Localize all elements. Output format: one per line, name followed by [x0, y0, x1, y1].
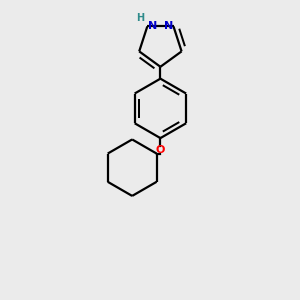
- Text: O: O: [156, 145, 165, 155]
- Text: N: N: [164, 22, 173, 32]
- Text: H: H: [136, 13, 144, 23]
- Text: N: N: [148, 22, 157, 32]
